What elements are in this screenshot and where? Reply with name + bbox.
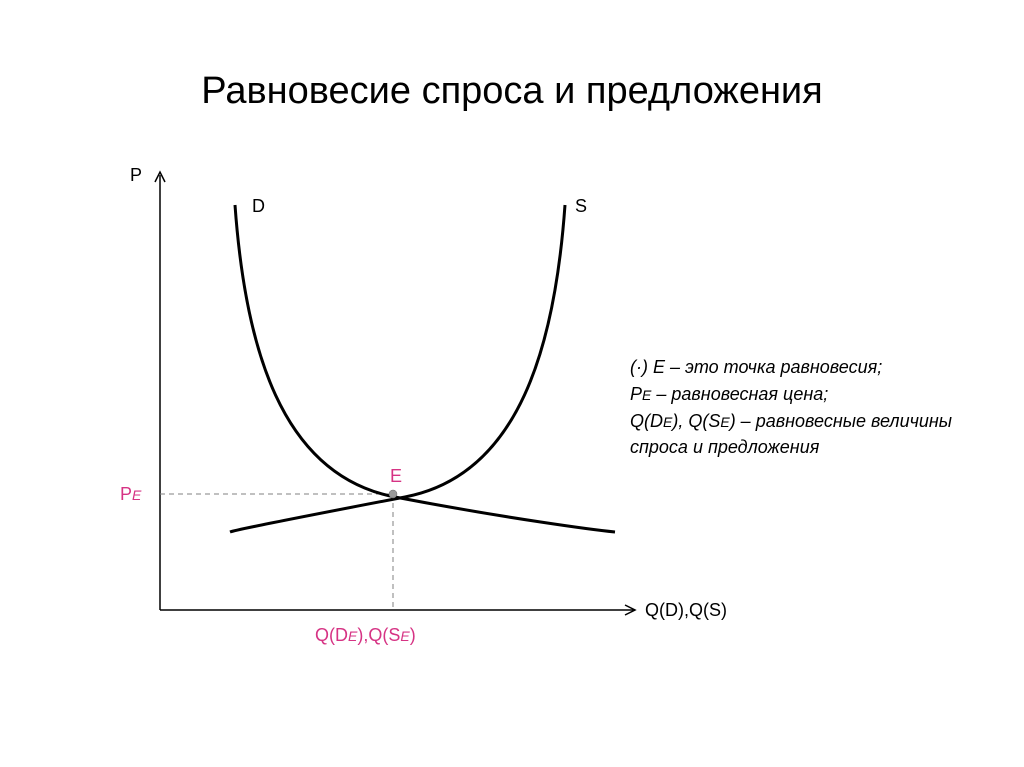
demand-curve-label: D [252, 196, 265, 217]
legend2-post: – равновесная цена; [651, 384, 828, 404]
pe-label-p: P [120, 484, 132, 504]
chart-legend: (·) E – это точка равновесия; PE – равно… [630, 355, 1010, 460]
qe-end: ) [410, 625, 416, 645]
supply-demand-chart: P Q(D),Q(S) D S E PE Q(DE),Q(SE) [155, 170, 645, 650]
qe-sub2: E [400, 628, 409, 644]
qe-pre: Q(D [315, 625, 348, 645]
legend-line-1: (·) E – это точка равновесия; [630, 355, 1010, 380]
chart-svg [155, 170, 645, 650]
qe-mid: ),Q(S [357, 625, 400, 645]
pe-label: PE [120, 484, 141, 505]
legend2-pre: P [630, 384, 642, 404]
legend-line-2: PE – равновесная цена; [630, 382, 1010, 407]
pe-label-e: E [132, 487, 141, 503]
qe-label: Q(DE),Q(SE) [315, 625, 416, 646]
equilibrium-point [389, 490, 397, 498]
demand-curve [235, 205, 615, 532]
legend3-sub1: E [663, 414, 672, 430]
legend2-sub: E [642, 387, 651, 403]
legend3-mid: ), Q(S [672, 411, 720, 431]
qe-sub1: E [348, 628, 357, 644]
y-axis-label: P [130, 165, 142, 186]
legend-line-3: Q(DE), Q(SE) – равновесные величины спро… [630, 409, 1010, 459]
supply-curve-label: S [575, 196, 587, 217]
page-title: Равновесие спроса и предложения [0, 70, 1024, 113]
legend3-pre: Q(D [630, 411, 663, 431]
legend3-sub2: E [720, 414, 729, 430]
equilibrium-label: E [390, 466, 402, 487]
x-axis-label: Q(D),Q(S) [645, 600, 755, 621]
